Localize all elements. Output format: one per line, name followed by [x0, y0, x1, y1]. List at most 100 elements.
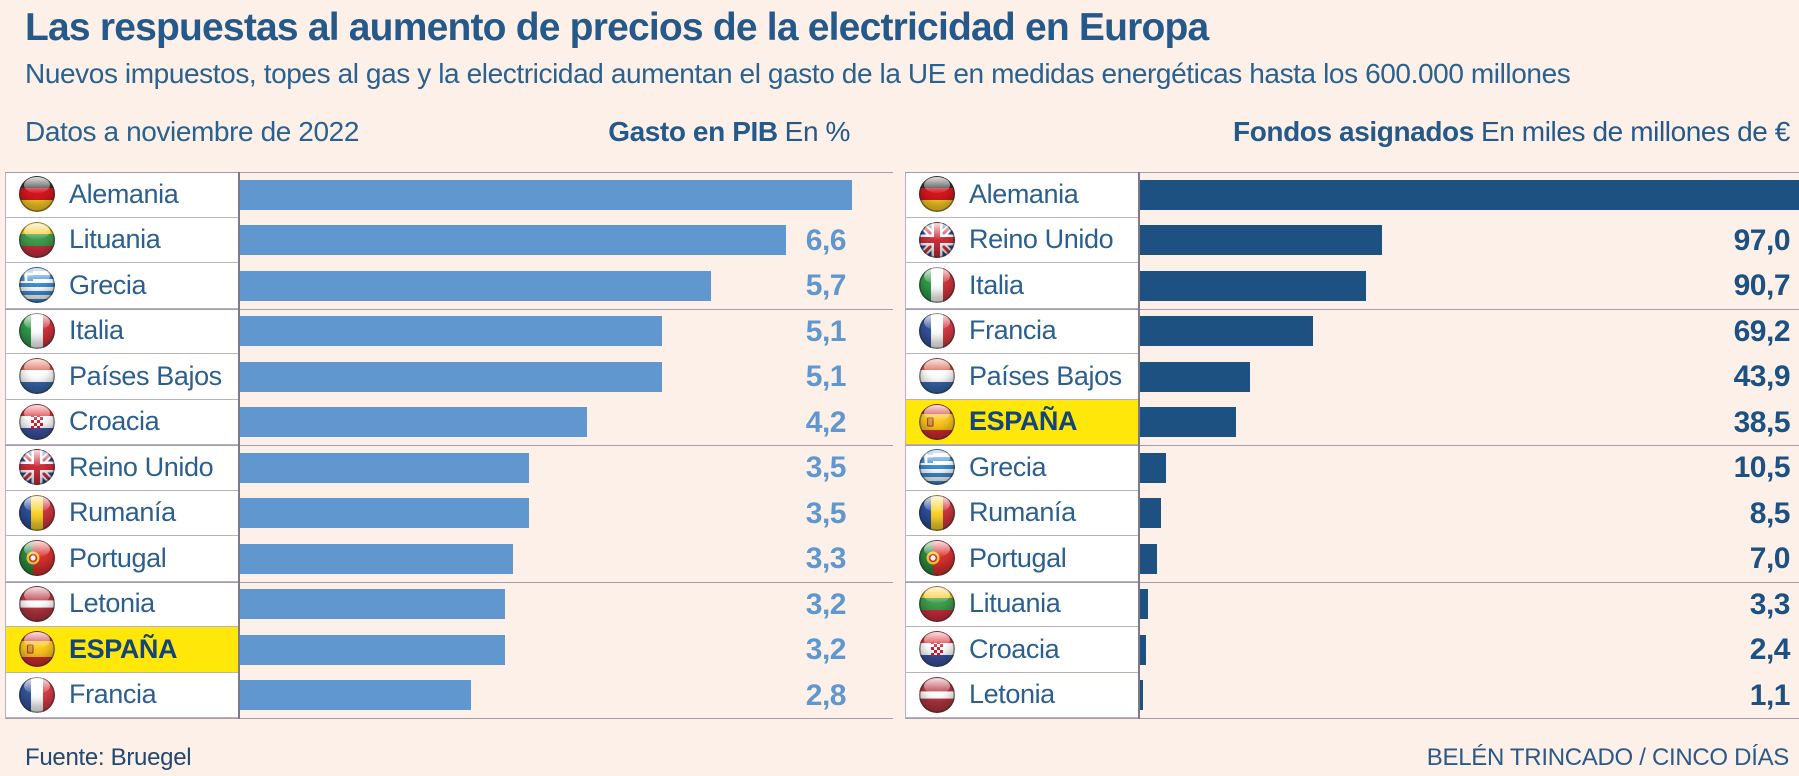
grid-line — [5, 581, 893, 583]
country-label-cell-highlighted: ESPAÑA — [5, 627, 240, 673]
bar-cell: 7,0 — [1140, 536, 1799, 582]
country-name: Lituania — [969, 588, 1061, 619]
country-label-cell: Lituania — [5, 217, 240, 263]
country-label-cell: Letonia — [905, 672, 1140, 718]
bar — [240, 452, 530, 483]
country-name: Croacia — [969, 633, 1060, 664]
flag-latvia-icon — [19, 585, 55, 622]
grid-line — [5, 718, 893, 719]
chart-row: Letonia 3,2 — [5, 581, 893, 627]
chart-row: Países Bajos 43,9 — [905, 354, 1799, 400]
bar-cell: 8,5 — [1140, 491, 1799, 537]
country-name: Letonia — [969, 679, 1055, 710]
country-label-cell: Alemania — [905, 172, 1140, 218]
value-label: 1,1 — [1749, 678, 1791, 712]
value-label: 3,3 — [1749, 587, 1791, 621]
chart-row: Italia 5,1 — [5, 308, 893, 355]
bar — [1140, 680, 1143, 710]
bar — [1140, 498, 1162, 528]
value-label: 38,5 — [1733, 405, 1791, 439]
bar-cell: 1,1 — [1140, 673, 1799, 719]
flag-netherlands-icon — [19, 358, 55, 395]
country-name: Lituania — [69, 224, 161, 255]
bar-cell: 90,7 — [1140, 263, 1799, 309]
bar-cell: 3,3 — [240, 536, 893, 582]
flag-italy-icon — [19, 312, 55, 349]
chart-row: Lituania 3,3 — [905, 581, 1799, 628]
country-name: Francia — [69, 679, 157, 710]
country-name: Reino Unido — [69, 451, 214, 482]
country-name: Rumanía — [69, 497, 176, 528]
chart-row: ESPAÑA 3,2 — [5, 627, 893, 673]
country-name: Alemania — [69, 178, 179, 209]
bar — [240, 361, 662, 392]
country-label-cell: Reino Unido — [905, 217, 1140, 263]
value-label: 5,1 — [805, 360, 847, 393]
country-label-cell: Grecia — [5, 263, 240, 309]
country-label-cell: Países Bajos — [905, 354, 1140, 400]
value-label: 5,7 — [805, 269, 847, 302]
flag-lithuania-icon — [19, 221, 55, 258]
country-name: Letonia — [69, 588, 155, 619]
chart-row: Rumanía 8,5 — [905, 490, 1799, 537]
bar-cell: 5,1 — [240, 309, 893, 355]
value-label: 3,2 — [805, 587, 847, 621]
bar-cell: 69,2 — [1140, 309, 1799, 355]
country-name: Croacia — [69, 406, 160, 437]
value-label: 69,2 — [1733, 314, 1791, 348]
value-label: 10,5 — [1733, 451, 1791, 484]
right-chart-header-title: Fondos asignados — [1232, 116, 1474, 147]
bar-cell: 3,3 — [1140, 582, 1799, 628]
grid-line — [5, 445, 893, 446]
axis-divider-line — [238, 172, 240, 719]
axis-divider-line — [1138, 172, 1140, 719]
chart-row: Rumanía 3,5 — [5, 490, 893, 536]
chart-row: Alemania 7,4 — [5, 172, 893, 218]
chart-rows: Alemania 7,4 Lituania 6,6 Grecia 5,7 Italia 5,1… — [5, 172, 893, 718]
bar — [240, 589, 505, 619]
chart-row: Lituania 6,6 — [5, 217, 893, 263]
grid-line — [905, 718, 1799, 719]
country-name: Rumanía — [969, 497, 1076, 528]
country-name: Grecia — [69, 269, 147, 300]
country-label-cell: Países Bajos — [5, 354, 240, 400]
country-name: ESPAÑA — [969, 406, 1078, 437]
bar-cell: 97,0 — [1140, 218, 1799, 264]
chart-row: Letonia 1,1 — [905, 672, 1799, 719]
bar — [1140, 270, 1367, 301]
flag-france-icon — [919, 312, 955, 349]
value-label: 7,0 — [1749, 542, 1791, 575]
left-chart-header-unit: En % — [784, 116, 851, 147]
bar — [240, 634, 505, 665]
value-label: 90,7 — [1733, 269, 1791, 302]
bar — [240, 498, 530, 528]
bar — [240, 543, 513, 574]
value-label: 264,2 — [1717, 178, 1790, 211]
country-label-cell: Croacia — [5, 399, 240, 445]
bar — [240, 316, 662, 346]
left-chart-header-title: Gasto en PIB — [608, 116, 778, 147]
country-label-cell: Reino Unido — [5, 445, 240, 491]
bar-cell: 2,8 — [240, 673, 893, 719]
country-name: Francia — [969, 315, 1057, 346]
flag-portugal-icon — [19, 540, 55, 577]
country-name: ESPAÑA — [69, 633, 178, 664]
bar — [1140, 543, 1158, 574]
country-name: Portugal — [69, 542, 167, 573]
flag-spain-icon — [919, 403, 955, 440]
bar-cell: 3,5 — [240, 445, 893, 491]
bar-cell: 10,5 — [1140, 445, 1799, 491]
value-label: 3,3 — [805, 542, 847, 575]
chart-rows: Alemania 264,2 Reino Unido 97,0 Italia 90,7 Fr… — [905, 172, 1799, 718]
flag-lithuania-icon — [919, 585, 955, 622]
value-label: 5,1 — [805, 314, 847, 348]
country-name: Países Bajos — [69, 360, 222, 391]
flag-uk-icon — [919, 221, 955, 258]
left-chart-header: Gasto en PIB En % — [608, 116, 850, 148]
country-label-cell: Rumanía — [905, 490, 1140, 536]
flag-portugal-icon — [919, 540, 955, 577]
bar — [1140, 634, 1146, 665]
country-label-cell: Rumanía — [5, 490, 240, 536]
country-label-cell: Lituania — [905, 581, 1140, 627]
bar — [240, 680, 472, 710]
